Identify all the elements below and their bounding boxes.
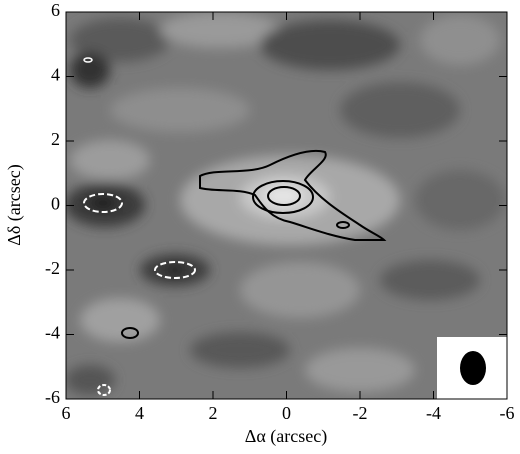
- y-axis-label: Δδ (arcsec): [4, 164, 25, 246]
- contour: [267, 186, 301, 206]
- x-tick-label: 2: [209, 403, 218, 423]
- y-tick-label: 0: [51, 194, 60, 214]
- y-tick-label: 6: [51, 0, 60, 20]
- y-tick-label: -6: [45, 387, 60, 407]
- y-tick-label: 2: [51, 129, 60, 149]
- x-tick-label: -4: [426, 403, 441, 423]
- x-tick-label: 4: [135, 403, 144, 423]
- contour: [199, 149, 387, 241]
- beam: [460, 351, 486, 385]
- y-tick-label: -2: [45, 258, 60, 278]
- contour: [252, 180, 314, 214]
- y-tick-label: -4: [45, 323, 60, 343]
- negative-contour: [83, 193, 123, 213]
- negative-contour: [97, 384, 111, 396]
- x-axis-label: Δα (arcsec): [245, 426, 327, 447]
- y-tick-label: 4: [51, 65, 60, 85]
- x-tick-label: 6: [62, 403, 71, 423]
- x-tick-label: -6: [500, 403, 515, 423]
- x-tick-label: -2: [353, 403, 368, 423]
- negative-contour: [83, 57, 93, 63]
- x-tick-label: 0: [282, 403, 291, 423]
- contour: [121, 327, 139, 339]
- contour: [336, 221, 350, 229]
- negative-contour: [154, 261, 196, 279]
- intensity-map: [66, 12, 507, 399]
